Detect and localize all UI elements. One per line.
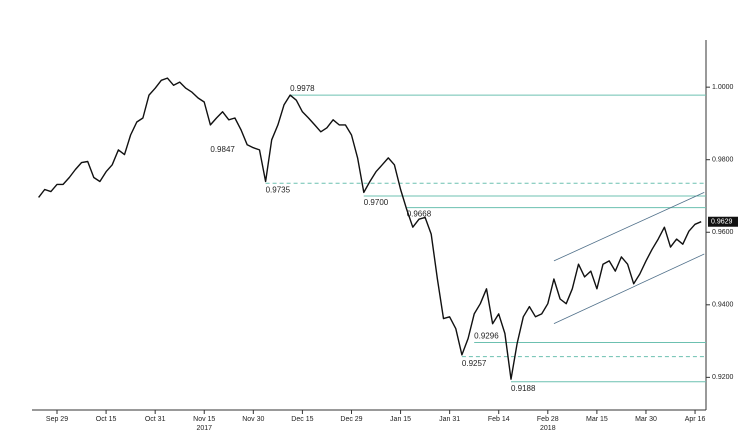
x-tick-label: Sep 29 xyxy=(46,416,68,423)
x-tick-label: Nov 15 xyxy=(193,416,215,423)
y-tick-label: 0.9200 xyxy=(712,374,734,381)
level-label: 0.9257 xyxy=(462,359,487,368)
level-label: 0.9188 xyxy=(511,384,536,393)
y-tick-label: 0.9600 xyxy=(712,229,734,236)
y-tick-label: 1.0000 xyxy=(712,84,734,91)
x-tick-label: Apr 16 xyxy=(685,416,706,423)
last-price-label: 0.9629 xyxy=(711,219,733,226)
x-tick-label: Feb 14 xyxy=(488,416,510,423)
price-line xyxy=(38,77,702,380)
x-tick-label: Oct 15 xyxy=(96,416,117,423)
level-label: 0.9296 xyxy=(474,332,499,341)
channel-line xyxy=(553,253,705,325)
y-tick-label: 0.9400 xyxy=(712,302,734,309)
x-tick-label: Mar 30 xyxy=(635,416,657,423)
year-label: 2018 xyxy=(540,425,556,432)
x-tick-label: Nov 30 xyxy=(242,416,264,423)
x-tick-label: Jan 15 xyxy=(390,416,411,423)
x-tick-label: Mar 15 xyxy=(586,416,608,423)
x-tick-label: Oct 31 xyxy=(145,416,166,423)
x-tick-label: Jan 31 xyxy=(439,416,460,423)
level-label: 0.9700 xyxy=(364,198,389,207)
level-label: 0.9668 xyxy=(407,210,432,219)
x-tick-label: Feb 28 xyxy=(537,416,559,423)
year-label: 2017 xyxy=(196,425,212,432)
x-tick-label: Dec 15 xyxy=(291,416,313,423)
level-label: 0.9978 xyxy=(290,84,315,93)
x-tick-label: Dec 29 xyxy=(340,416,362,423)
y-tick-label: 0.9800 xyxy=(712,157,734,164)
last-price-box xyxy=(708,216,738,227)
channel-line xyxy=(553,191,705,262)
level-label: 0.9847 xyxy=(210,145,235,154)
level-label: 0.9735 xyxy=(266,185,291,194)
